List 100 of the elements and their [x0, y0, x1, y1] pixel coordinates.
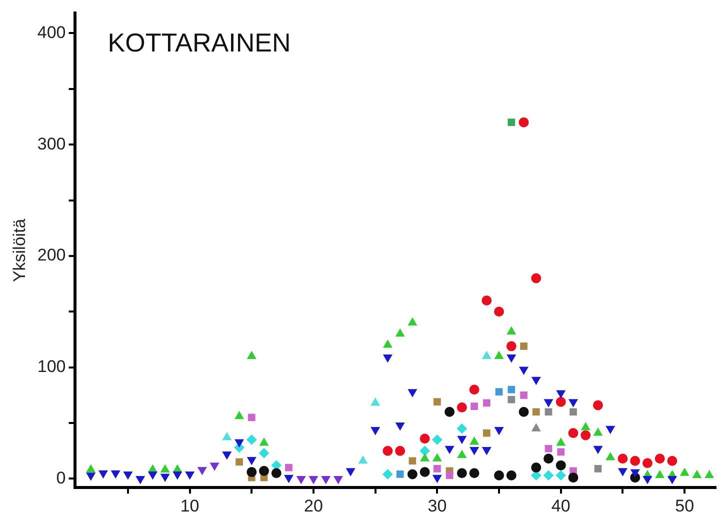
- point: [246, 434, 257, 445]
- text: KOTTARAINEN: [108, 27, 291, 58]
- point: [557, 448, 565, 456]
- point: [508, 396, 516, 404]
- point: [532, 408, 540, 416]
- point: [285, 464, 292, 472]
- point: [234, 439, 244, 447]
- point: [482, 351, 492, 359]
- point: [594, 446, 602, 454]
- point: [556, 460, 566, 470]
- point: [606, 426, 615, 434]
- point: [456, 402, 467, 412]
- point: [396, 422, 404, 430]
- point: [506, 470, 516, 480]
- point: [432, 434, 442, 445]
- point: [247, 351, 256, 359]
- point: [482, 296, 492, 306]
- point: [655, 470, 664, 478]
- point: [408, 318, 417, 326]
- point: [531, 462, 542, 473]
- point: [556, 396, 566, 407]
- point: [470, 436, 479, 445]
- point: [618, 468, 628, 476]
- point: [556, 438, 566, 446]
- point: [445, 446, 454, 454]
- point: [668, 476, 677, 484]
- point: [420, 467, 430, 478]
- point: [271, 468, 282, 478]
- point: [556, 470, 566, 480]
- point: [704, 470, 714, 478]
- point: [520, 391, 528, 399]
- point: [222, 432, 232, 440]
- point: [382, 469, 393, 480]
- x-tick-label: 50: [675, 496, 694, 516]
- point: [444, 406, 455, 417]
- point: [469, 468, 480, 478]
- y-tick-label: 400: [37, 22, 66, 42]
- point: [518, 117, 529, 128]
- point: [470, 402, 478, 410]
- point: [434, 398, 441, 406]
- point: [508, 386, 516, 394]
- point: [692, 470, 702, 478]
- point: [260, 438, 268, 446]
- point: [544, 454, 554, 464]
- point: [383, 354, 392, 362]
- point: [456, 424, 467, 434]
- point: [458, 436, 466, 444]
- point: [111, 470, 120, 478]
- point: [630, 456, 640, 466]
- point: [236, 458, 243, 466]
- point: [667, 456, 678, 466]
- point: [259, 448, 270, 458]
- point: [642, 458, 652, 468]
- point: [383, 340, 392, 348]
- y-tick-label: 100: [37, 357, 66, 376]
- point: [532, 376, 541, 385]
- point: [470, 446, 479, 455]
- point: [556, 390, 566, 398]
- point: [370, 398, 380, 406]
- point: [247, 457, 256, 465]
- point: [568, 428, 578, 438]
- point: [210, 462, 219, 470]
- point: [580, 430, 591, 440]
- point: [420, 454, 430, 462]
- point: [482, 446, 492, 455]
- point: [420, 434, 430, 444]
- point: [680, 468, 689, 476]
- point: [544, 399, 553, 407]
- point: [432, 454, 442, 462]
- point: [518, 406, 529, 417]
- point: [482, 399, 490, 407]
- point: [160, 474, 170, 482]
- y-tick-label: 0: [56, 468, 66, 488]
- point: [482, 429, 490, 437]
- point: [458, 450, 466, 458]
- point: [98, 470, 108, 478]
- point: [321, 476, 330, 484]
- point: [531, 273, 542, 284]
- point: [630, 469, 640, 478]
- point: [382, 446, 393, 456]
- point: [136, 476, 145, 484]
- point: [246, 467, 257, 478]
- point: [570, 408, 577, 416]
- point: [606, 452, 615, 460]
- point: [544, 470, 554, 480]
- point: [506, 341, 516, 352]
- point: [507, 326, 516, 334]
- point: [86, 472, 96, 480]
- point: [248, 414, 256, 422]
- point: [434, 464, 441, 472]
- point: [643, 476, 652, 484]
- point: [519, 366, 528, 375]
- point: [309, 476, 318, 484]
- point: [222, 451, 232, 460]
- point: [296, 476, 306, 484]
- point: [568, 399, 578, 407]
- point: [395, 446, 406, 456]
- point: [259, 466, 270, 476]
- point: [508, 118, 516, 126]
- point: [234, 411, 244, 420]
